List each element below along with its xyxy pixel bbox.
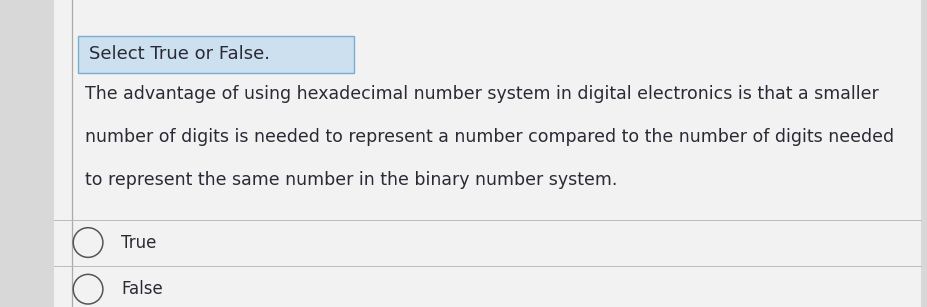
Text: The advantage of using hexadecimal number system in digital electronics is that : The advantage of using hexadecimal numbe… <box>85 85 879 103</box>
Text: True: True <box>121 234 157 251</box>
Text: number of digits is needed to represent a number compared to the number of digit: number of digits is needed to represent … <box>85 128 895 146</box>
FancyBboxPatch shape <box>78 36 354 73</box>
Text: to represent the same number in the binary number system.: to represent the same number in the bina… <box>85 171 617 188</box>
Text: Select True or False.: Select True or False. <box>89 45 270 64</box>
Text: False: False <box>121 280 163 298</box>
